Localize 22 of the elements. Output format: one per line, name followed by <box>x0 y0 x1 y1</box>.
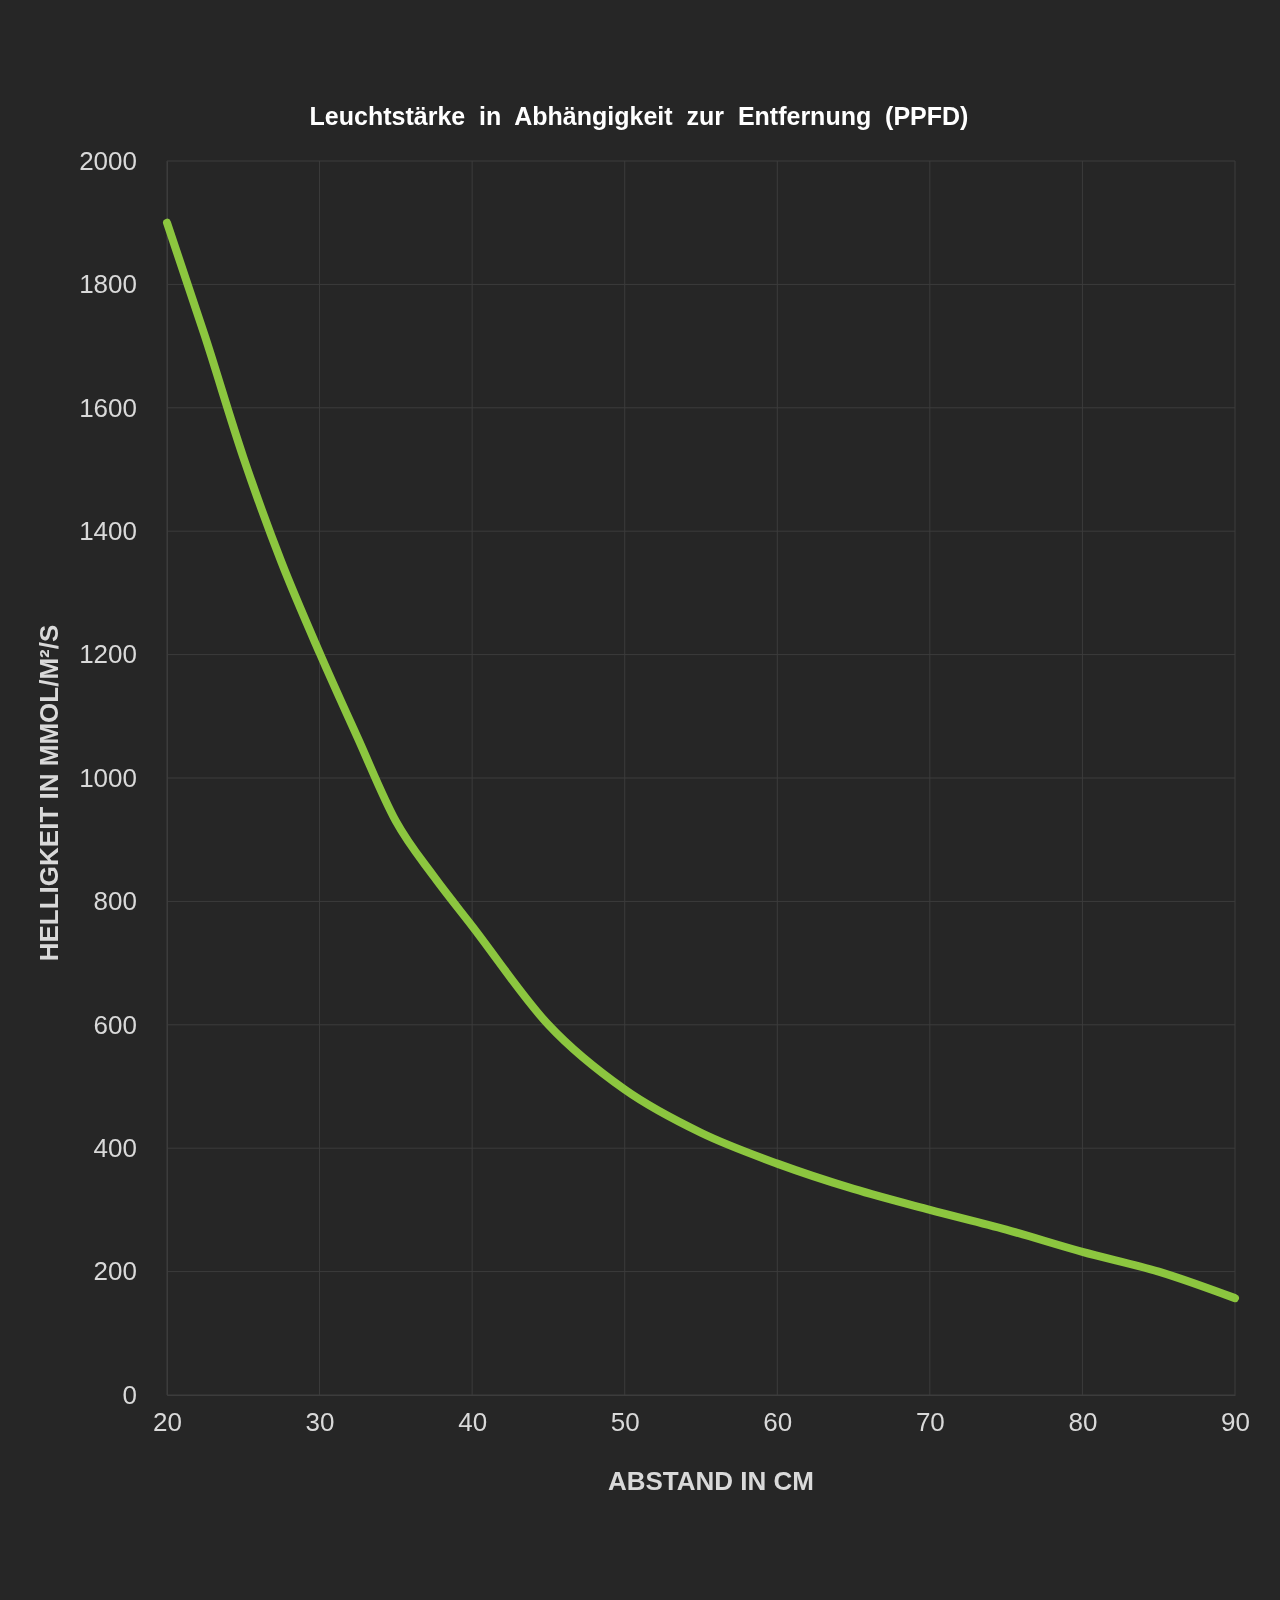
y-tick-label: 600 <box>93 1009 137 1040</box>
y-tick-label: 1000 <box>79 762 137 793</box>
y-axis-title: HELLIGKEIT IN MMOL/M²/S <box>34 624 64 962</box>
y-tick-label: 1800 <box>79 269 137 300</box>
y-tick-label: 400 <box>93 1133 137 1164</box>
x-tick-label: 60 <box>763 1407 793 1438</box>
y-tick-label: 200 <box>93 1256 137 1287</box>
x-tick-label: 80 <box>1068 1407 1098 1438</box>
x-tick-label: 70 <box>915 1407 945 1438</box>
x-tick-label: 20 <box>153 1407 182 1438</box>
chart-title: Leuchtstärke in Abhängigkeit zur Entfernung (PPFD) <box>309 102 969 130</box>
x-tick-label: 50 <box>610 1407 640 1438</box>
y-tick-label: 2000 <box>79 145 137 176</box>
x-axis-title: ABSTAND IN CM <box>607 1466 815 1496</box>
x-tick-label: 40 <box>458 1407 488 1438</box>
x-tick-label: 30 <box>305 1407 335 1438</box>
y-tick-label: 0 <box>122 1379 137 1410</box>
y-tick-label: 1200 <box>79 639 137 670</box>
y-tick-label: 1600 <box>79 392 137 423</box>
y-tick-label: 1400 <box>79 516 137 547</box>
y-tick-label: 800 <box>93 886 137 917</box>
x-tick-label: 90 <box>1221 1407 1250 1438</box>
